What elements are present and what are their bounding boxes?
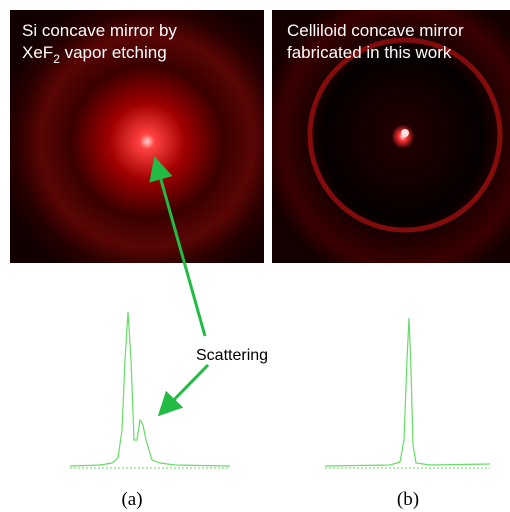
annotation: Scattering — [196, 347, 268, 364]
title-a2-text: XeF — [22, 43, 53, 62]
title-b1: Celliloid concave mirror — [287, 21, 464, 40]
caption-b: (b) — [397, 489, 419, 510]
title-b2: fabricated in this work — [287, 43, 452, 62]
title-a2-rest: vapor etching — [60, 43, 167, 62]
caption-a: (a) — [121, 489, 142, 510]
page: {"panel_a": {"title_line1": "Si concave … — [0, 0, 510, 512]
spot — [401, 129, 409, 137]
figure: Si concave mirror by XeF2 vapor etching … — [0, 0, 510, 512]
profile-b — [325, 318, 490, 466]
title-a1: Si concave mirror by — [22, 21, 177, 40]
arrow-down — [162, 365, 208, 412]
